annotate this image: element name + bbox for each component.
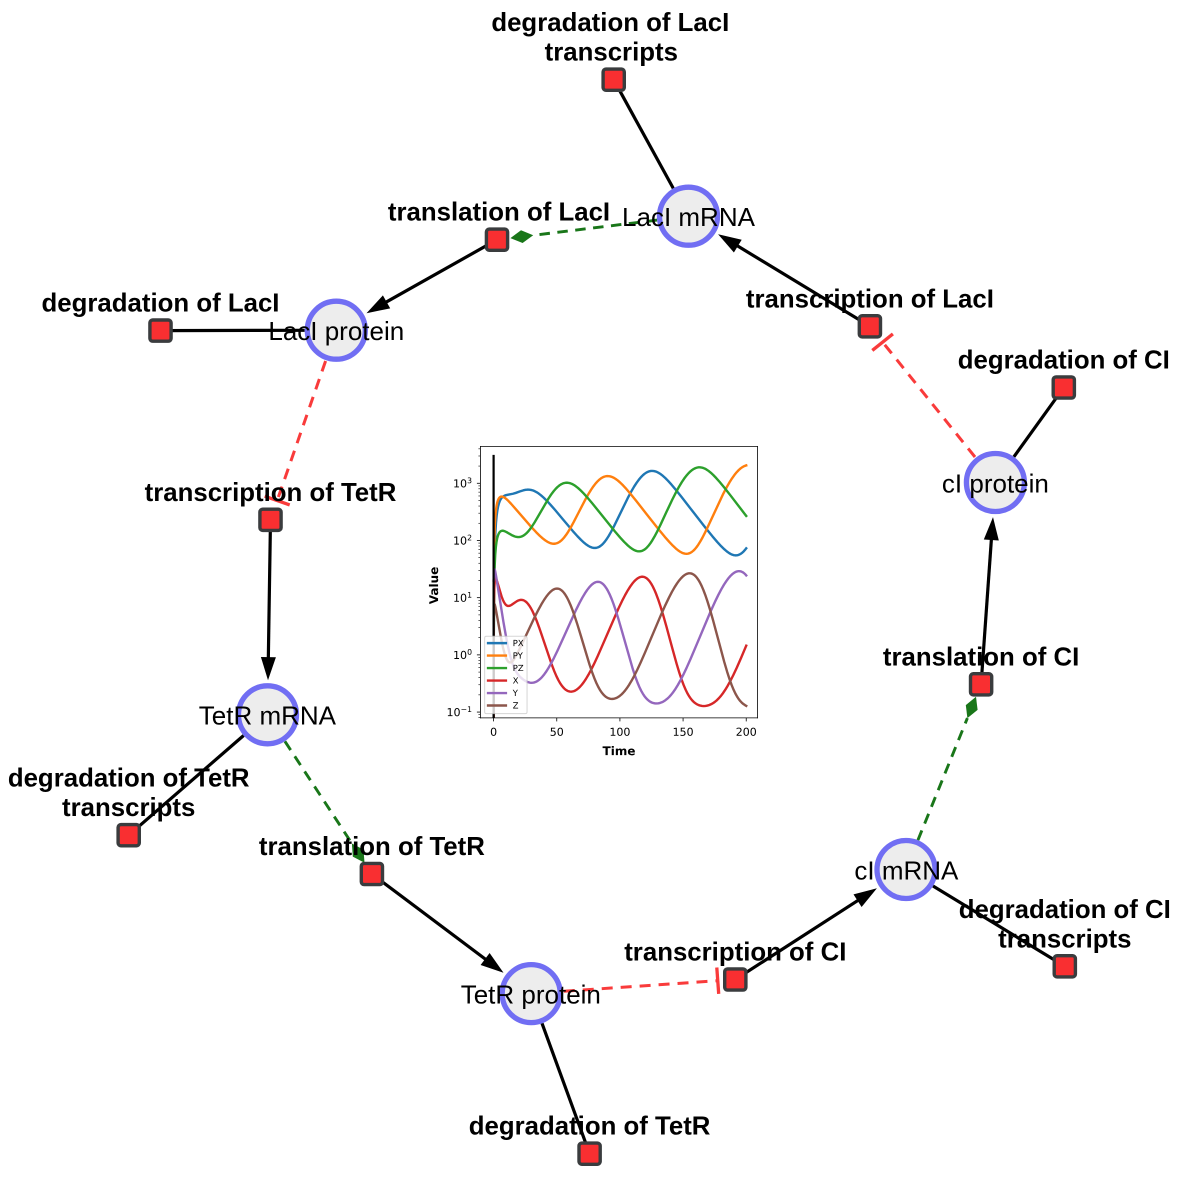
svg-text:transcription of LacI: transcription of LacI xyxy=(746,285,994,313)
svg-text:translation of LacI: translation of LacI xyxy=(388,199,610,227)
svg-text:translation of CI: translation of CI xyxy=(883,643,1079,671)
svg-text:degradation of LacI: degradation of LacI xyxy=(42,290,280,318)
svg-text:degradation of TetR: degradation of TetR xyxy=(8,765,250,793)
svg-text:cI protein: cI protein xyxy=(942,468,1049,498)
svg-text:transcripts: transcripts xyxy=(998,925,1131,953)
svg-text:translation of TetR: translation of TetR xyxy=(259,833,485,861)
svg-text:degradation of CI: degradation of CI xyxy=(959,896,1171,924)
svg-text:transcripts: transcripts xyxy=(545,39,678,67)
svg-text:transcription of TetR: transcription of TetR xyxy=(145,479,397,507)
svg-text:LacI mRNA: LacI mRNA xyxy=(622,202,756,232)
svg-text:transcription of CI: transcription of CI xyxy=(624,939,846,967)
svg-text:degradation of CI: degradation of CI xyxy=(958,347,1170,375)
svg-text:cI mRNA: cI mRNA xyxy=(854,855,959,885)
svg-text:TetR mRNA: TetR mRNA xyxy=(199,701,337,731)
svg-text:degradation of TetR: degradation of TetR xyxy=(469,1113,711,1141)
svg-text:LacI protein: LacI protein xyxy=(268,316,404,346)
svg-text:TetR protein: TetR protein xyxy=(461,979,601,1009)
svg-text:transcripts: transcripts xyxy=(62,794,195,822)
svg-text:degradation of LacI: degradation of LacI xyxy=(491,9,729,37)
